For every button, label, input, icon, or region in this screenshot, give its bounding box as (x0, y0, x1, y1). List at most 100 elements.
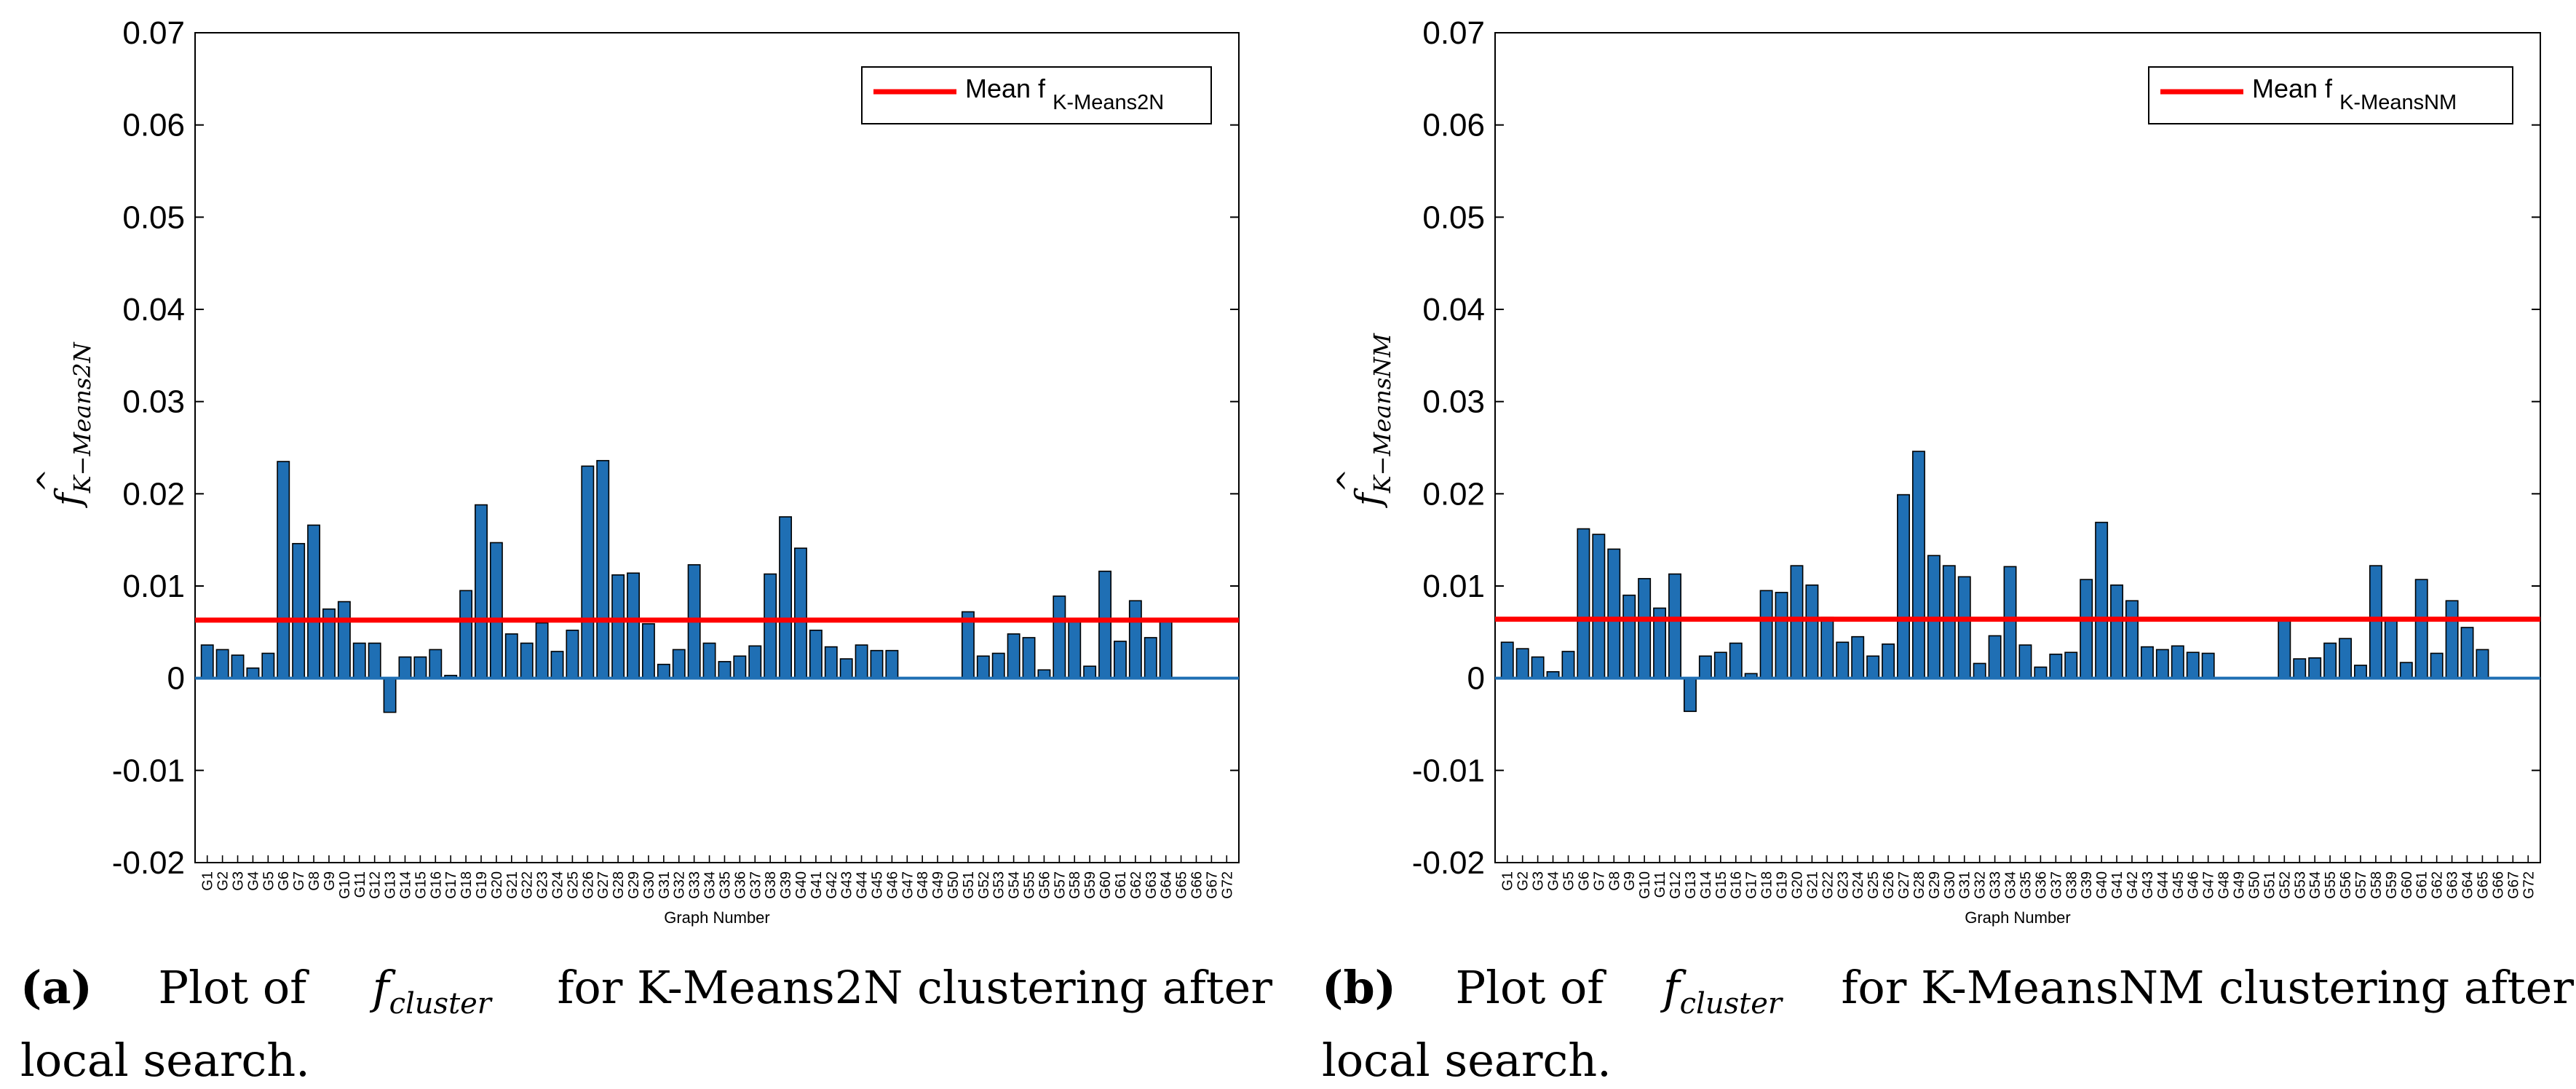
bar-a-G4 (246, 667, 260, 679)
x-tick-label-a-G65: G65 (1174, 871, 1190, 899)
x-tick-label-b-G23: G23 (1835, 871, 1851, 899)
bar-b-G10 (1638, 578, 1652, 679)
bar-a-G64 (1159, 619, 1173, 679)
x-tick-label-a-G16: G16 (428, 871, 444, 899)
bar-a-G60 (1098, 570, 1111, 679)
x-tick-label-b-G25: G25 (1866, 871, 1882, 899)
x-tick-label-b-G63: G63 (2445, 871, 2461, 899)
x-tick-label-b-G18: G18 (1759, 871, 1775, 899)
bar-b-G56 (2339, 638, 2353, 679)
bar-a-G42 (824, 646, 838, 679)
legend-box-a (861, 66, 1212, 124)
y-tick-label-b: -0.02 (1412, 845, 1485, 881)
caption-b-symbol: fcluster (1663, 959, 1782, 1032)
bar-b-G41 (2110, 584, 2124, 679)
x-tick-label-b-G52: G52 (2277, 871, 2293, 899)
x-tick-label-b-G57: G57 (2353, 871, 2369, 899)
bar-a-G23 (535, 622, 549, 679)
bar-b-G6 (1577, 528, 1590, 679)
bar-a-G40 (794, 547, 807, 679)
bar-a-G21 (504, 633, 518, 679)
x-tick-label-a-G23: G23 (535, 871, 551, 899)
bar-b-G24 (1851, 635, 1865, 679)
x-tick-label-a-G56: G56 (1037, 871, 1053, 899)
legend-label-sub-b: K-MeansNM (2339, 91, 2457, 114)
bar-b-G60 (2399, 662, 2413, 679)
x-tick-label-b-G7: G7 (1591, 871, 1607, 891)
legend-label-sub-a: K-Means2N (1053, 91, 1164, 114)
bar-b-G43 (2140, 646, 2154, 679)
x-tick-label-a-G39: G39 (778, 871, 794, 899)
y-tick-label-b: 0.04 (1422, 292, 1485, 328)
y-tick-label-a: 0.04 (122, 292, 185, 328)
x-tick-label-a-G26: G26 (580, 871, 596, 899)
x-tick-label-b-G64: G64 (2460, 871, 2476, 899)
caption-a: (a) Plot of fcluster for K-Means2N clust… (20, 959, 1272, 1089)
bar-a-G28 (611, 574, 625, 679)
y-axis-label-a: fK−Means2N (48, 341, 96, 508)
x-tick-label-b-G17: G17 (1744, 871, 1760, 899)
x-tick-label-b-G53: G53 (2292, 871, 2308, 899)
x-tick-label-b-G59: G59 (2384, 871, 2400, 899)
x-tick-label-a-G27: G27 (595, 871, 611, 899)
x-tick-label-a-G20: G20 (489, 871, 505, 899)
x-tick-label-a-G60: G60 (1098, 871, 1114, 899)
caption-a-line2: local search. (20, 1034, 310, 1087)
x-tick-label-a-G13: G13 (383, 871, 399, 899)
bar-b-G55 (2323, 642, 2337, 679)
x-tick-label-a-G31: G31 (657, 871, 673, 899)
bar-b-G16 (1729, 642, 1743, 679)
x-tick-label-b-G21: G21 (1804, 871, 1820, 899)
x-tick-label-a-G61: G61 (1113, 871, 1129, 899)
x-tick-label-a-G32: G32 (672, 871, 688, 899)
x-tick-label-a-G33: G33 (687, 871, 703, 899)
y-tick-label-a: 0.07 (122, 15, 185, 51)
bar-b-G26 (1882, 643, 1895, 679)
x-tick-label-a-G62: G62 (1128, 871, 1144, 899)
bar-b-G36 (2034, 666, 2048, 679)
x-tick-label-a-G55: G55 (1022, 871, 1038, 899)
x-tick-label-a-G17: G17 (443, 871, 459, 899)
y-tick-label-a: -0.01 (112, 753, 185, 788)
x-tick-label-b-G22: G22 (1820, 871, 1836, 899)
bar-b-G14 (1698, 655, 1712, 679)
x-tick-label-b-G24: G24 (1850, 871, 1866, 899)
bar-a-G8 (307, 524, 321, 679)
bar-a-G24 (550, 651, 564, 679)
bar-a-G12 (368, 642, 381, 679)
bar-b-G28 (1911, 451, 1925, 679)
y-tick-label-a: 0.03 (122, 384, 185, 420)
x-tick-label-b-G29: G29 (1927, 871, 1943, 899)
bar-b-G25 (1866, 655, 1880, 679)
bar-b-G65 (2476, 649, 2489, 679)
x-tick-label-a-G51: G51 (961, 871, 977, 899)
x-tick-label-a-G36: G36 (732, 871, 748, 899)
bar-b-G45 (2171, 645, 2184, 679)
bar-b-G32 (1973, 662, 1986, 679)
bar-a-G41 (809, 629, 823, 679)
x-tick-label-b-G2: G2 (1515, 871, 1531, 891)
axes-frame-a (194, 32, 1240, 863)
bar-b-G37 (2049, 653, 2063, 679)
x-tick-label-a-G53: G53 (991, 871, 1007, 899)
bar-a-G22 (520, 642, 534, 679)
bar-a-G43 (839, 658, 853, 679)
caption-a-symbol: fcluster (373, 959, 491, 1032)
x-tick-label-a-G4: G4 (245, 871, 261, 891)
bar-a-G2 (215, 649, 229, 679)
y-axis-label-sub-a: K−Means2N (68, 341, 96, 494)
x-tick-label-b-G49: G49 (2232, 871, 2248, 899)
bar-b-G46 (2186, 652, 2200, 679)
x-tick-label-b-G6: G6 (1576, 871, 1592, 891)
bar-a-G26 (581, 465, 595, 679)
legend-label-main-b: Mean f (2252, 74, 2333, 103)
x-axis-label-a: Graph Number (664, 908, 770, 927)
x-tick-label-a-G9: G9 (322, 871, 338, 891)
x-tick-label-b-G4: G4 (1546, 871, 1562, 891)
bar-a-G30 (641, 623, 655, 679)
x-tick-label-b-G12: G12 (1668, 871, 1684, 899)
bar-a-G13 (383, 677, 397, 713)
bar-b-G39 (2080, 579, 2093, 679)
x-tick-label-b-G10: G10 (1637, 871, 1653, 899)
x-tick-label-b-G65: G65 (2475, 871, 2491, 899)
